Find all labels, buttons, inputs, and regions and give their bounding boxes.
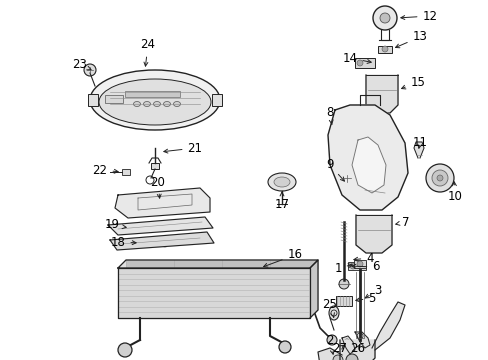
Bar bbox=[251, 304, 271, 312]
Bar bbox=[125, 91, 180, 97]
Polygon shape bbox=[339, 340, 374, 360]
Circle shape bbox=[279, 341, 290, 353]
Text: 13: 13 bbox=[395, 31, 427, 48]
Polygon shape bbox=[413, 142, 423, 158]
Text: 22: 22 bbox=[92, 163, 118, 176]
Bar bbox=[122, 169, 130, 175]
Circle shape bbox=[381, 46, 387, 52]
Text: 24: 24 bbox=[140, 39, 155, 66]
Polygon shape bbox=[371, 302, 404, 350]
Text: 4: 4 bbox=[353, 252, 373, 265]
Ellipse shape bbox=[328, 306, 338, 320]
Text: 10: 10 bbox=[447, 182, 462, 203]
Text: 3: 3 bbox=[365, 284, 381, 298]
Circle shape bbox=[179, 199, 184, 205]
Text: 6: 6 bbox=[351, 261, 379, 274]
Circle shape bbox=[356, 261, 362, 267]
Circle shape bbox=[356, 263, 362, 269]
Text: 7: 7 bbox=[395, 216, 409, 229]
Circle shape bbox=[431, 170, 447, 186]
Ellipse shape bbox=[99, 79, 210, 125]
Polygon shape bbox=[309, 260, 317, 318]
Text: 26: 26 bbox=[350, 342, 365, 355]
Text: 16: 16 bbox=[263, 248, 302, 267]
Circle shape bbox=[343, 175, 349, 181]
Bar bbox=[353, 260, 365, 268]
Circle shape bbox=[338, 279, 348, 289]
Text: 8: 8 bbox=[325, 105, 333, 124]
Polygon shape bbox=[327, 105, 407, 210]
Text: 23: 23 bbox=[72, 58, 91, 72]
Circle shape bbox=[145, 199, 151, 205]
Ellipse shape bbox=[273, 177, 289, 187]
Text: 15: 15 bbox=[401, 76, 425, 89]
Bar bbox=[212, 94, 222, 106]
Text: 21: 21 bbox=[163, 141, 202, 154]
Circle shape bbox=[346, 354, 357, 360]
Text: 5: 5 bbox=[355, 292, 375, 305]
Text: 14: 14 bbox=[342, 51, 370, 64]
Ellipse shape bbox=[153, 102, 160, 107]
Polygon shape bbox=[341, 336, 354, 354]
Polygon shape bbox=[354, 332, 369, 348]
Polygon shape bbox=[355, 215, 391, 253]
Text: 27: 27 bbox=[332, 342, 347, 355]
Circle shape bbox=[436, 175, 442, 181]
Text: 18: 18 bbox=[110, 235, 136, 248]
Bar bbox=[151, 163, 159, 169]
Circle shape bbox=[349, 263, 355, 269]
Bar bbox=[354, 58, 374, 68]
Ellipse shape bbox=[143, 102, 150, 107]
Polygon shape bbox=[118, 268, 309, 318]
Circle shape bbox=[332, 355, 342, 360]
Text: 20: 20 bbox=[150, 175, 165, 198]
Circle shape bbox=[340, 172, 352, 184]
Circle shape bbox=[162, 199, 168, 205]
Ellipse shape bbox=[90, 70, 220, 130]
Circle shape bbox=[118, 343, 132, 357]
Circle shape bbox=[84, 64, 96, 76]
Text: 12: 12 bbox=[400, 9, 437, 22]
Text: 9: 9 bbox=[325, 158, 344, 181]
Circle shape bbox=[160, 237, 170, 247]
Text: 1: 1 bbox=[334, 261, 351, 274]
Circle shape bbox=[326, 335, 336, 345]
Circle shape bbox=[236, 304, 244, 312]
Polygon shape bbox=[110, 232, 214, 250]
Ellipse shape bbox=[133, 102, 140, 107]
Text: 25: 25 bbox=[322, 298, 337, 317]
Polygon shape bbox=[365, 75, 397, 113]
Ellipse shape bbox=[173, 102, 180, 107]
Text: 17: 17 bbox=[274, 192, 289, 211]
Polygon shape bbox=[118, 260, 317, 268]
Polygon shape bbox=[317, 348, 343, 360]
Text: 2: 2 bbox=[325, 333, 333, 354]
Ellipse shape bbox=[267, 173, 295, 191]
Polygon shape bbox=[351, 137, 385, 193]
Bar bbox=[88, 94, 98, 106]
Circle shape bbox=[425, 164, 453, 192]
Polygon shape bbox=[115, 188, 209, 218]
Bar bbox=[347, 262, 365, 270]
Text: 19: 19 bbox=[104, 219, 126, 231]
Circle shape bbox=[379, 13, 389, 23]
Text: 11: 11 bbox=[412, 136, 427, 149]
Circle shape bbox=[356, 60, 362, 66]
Bar bbox=[105, 95, 123, 103]
Bar bbox=[335, 296, 351, 306]
Polygon shape bbox=[108, 217, 213, 235]
Ellipse shape bbox=[163, 102, 170, 107]
Circle shape bbox=[372, 6, 396, 30]
Bar bbox=[377, 46, 391, 53]
Circle shape bbox=[191, 219, 199, 227]
